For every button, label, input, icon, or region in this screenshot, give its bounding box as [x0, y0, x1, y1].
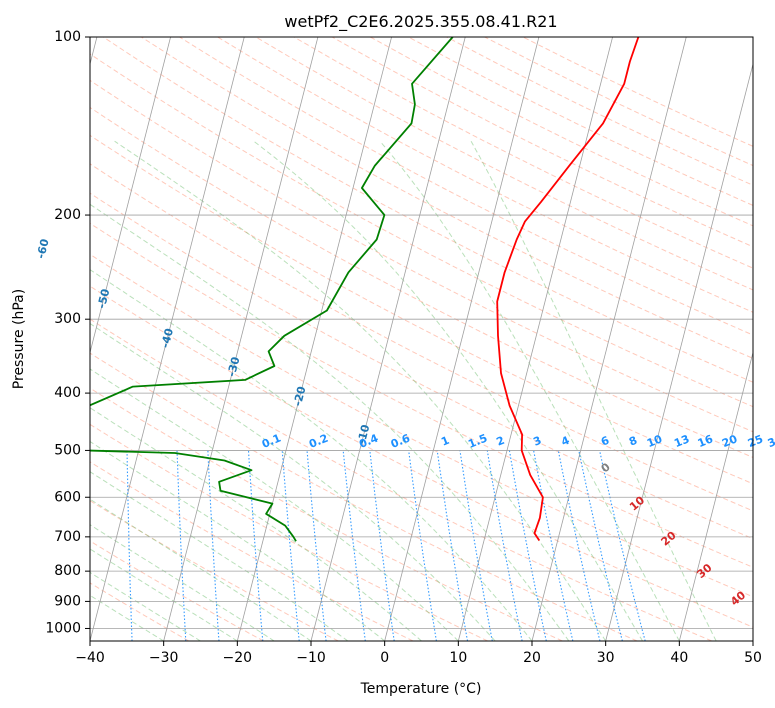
mixing-ratio-label: 3 [531, 434, 543, 449]
mixing-ratio-line [281, 450, 300, 641]
mixing-ratio-line [207, 450, 220, 641]
mixing-ratio-label: 16 [696, 432, 715, 450]
x-tick-label: −30 [149, 650, 179, 666]
plot-frame [89, 36, 754, 642]
mixing-ratio-label: 30 [766, 432, 775, 450]
isotherm-label: -40 [159, 327, 177, 350]
mixing-ratio-label: 1 [439, 434, 451, 449]
isotherm-line [531, 37, 687, 641]
mixing-ratio-line [557, 450, 601, 641]
dry-adiabat [90, 285, 753, 628]
x-tick-label: 20 [523, 650, 541, 666]
isotherm-label: -60 [34, 237, 52, 260]
dry-adiabat [141, 37, 753, 359]
isotherm-line [678, 350, 753, 641]
dry-adiabat [90, 134, 753, 485]
isotherm-line [236, 37, 392, 641]
isotherm-line [90, 37, 171, 355]
dry-adiabat [90, 582, 190, 641]
axes: −40 −30 −20 −10 0 10 20 30 40 50 100 200 300 400 500 60… [45, 29, 762, 666]
mixing-ratio-line [306, 450, 327, 641]
isotherm-line [384, 37, 540, 641]
x-tick-label: −20 [223, 650, 253, 666]
mixing-ratio-line [176, 450, 187, 641]
x-tick-label: 10 [449, 650, 467, 666]
dry-adiabat [90, 253, 753, 598]
mixing-ratio-label: 25 [746, 432, 765, 450]
dry-adiabat [90, 352, 638, 641]
y-tick-label: 400 [54, 385, 81, 401]
mixing-ratio-line [342, 450, 366, 641]
dewpoint-profile [90, 37, 454, 542]
dry-adiabat [90, 163, 753, 512]
mixing-ratio-label: 8 [627, 434, 639, 449]
line-labels: -100-90-80-70-60-50-40-30-20-100.10.20.4… [34, 237, 775, 608]
x-tick-label: −40 [75, 650, 105, 666]
mixing-ratio-label: 20 [720, 432, 739, 450]
mixing-ratio-line [247, 450, 264, 641]
mixing-ratio-label: 13 [672, 432, 691, 450]
x-tick-label: 30 [597, 650, 615, 666]
mixing-ratio-line [599, 450, 646, 641]
dry-adiabat [179, 37, 753, 336]
dry-adiabat [90, 318, 712, 641]
dry-adiabat [90, 192, 753, 540]
mixing-ratio-line [578, 450, 623, 641]
y-tick-label: 600 [54, 489, 81, 505]
chart-title: wetPf2_C2E6.2025.355.08.41.R21 [284, 12, 557, 32]
isotherm-line [605, 62, 753, 641]
y-tick-label: 300 [54, 311, 81, 327]
isotherm-label: -50 [95, 287, 113, 310]
y-tick-label: 1000 [45, 620, 81, 636]
isotherm-line [310, 37, 466, 641]
y-tick-label: 800 [54, 563, 81, 579]
dry-adiabat [102, 37, 753, 383]
y-tick-label: 700 [54, 529, 81, 545]
plot-area [90, 37, 753, 641]
mixing-ratio-line [126, 450, 133, 641]
isotherm-line [457, 37, 613, 641]
x-tick-label: −10 [296, 650, 326, 666]
mixing-ratio-label: 2 [495, 434, 507, 449]
y-tick-label: 500 [54, 442, 81, 458]
x-tick-label: 50 [744, 650, 762, 666]
dry-adiabat [90, 387, 563, 641]
isotherm-label: -30 [225, 355, 243, 378]
y-tick-label: 200 [54, 207, 81, 223]
x-tick-label: 0 [380, 650, 389, 666]
isotherm-line [90, 37, 245, 641]
x-axis-label: Temperature (°C) [360, 681, 482, 697]
y-tick-label: 900 [54, 593, 81, 609]
mixing-ratio-label: 10 [645, 432, 664, 450]
isotherm-label: -20 [291, 385, 309, 408]
dry-adiabat [217, 37, 753, 313]
dry-adiabat [90, 53, 753, 408]
temperature-profile [496, 37, 640, 541]
isotherm-line [163, 37, 319, 641]
x-tick-label: 40 [670, 650, 688, 666]
y-axis-label: Pressure (hPa) [11, 289, 27, 389]
y-tick-label: 100 [54, 29, 81, 45]
isotherm-label: -10 [355, 423, 373, 446]
